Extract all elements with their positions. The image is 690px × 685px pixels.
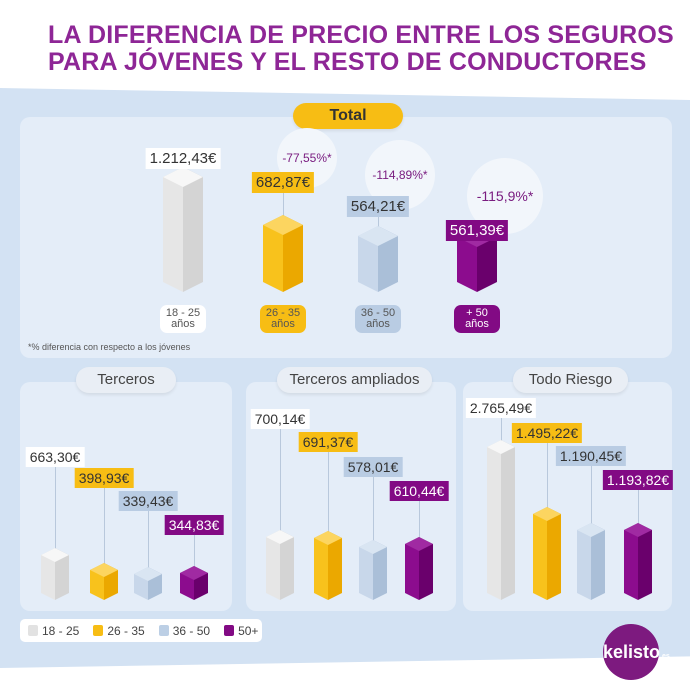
- bar-36-50: [359, 540, 387, 600]
- bar-36-50: [134, 567, 162, 600]
- value-label: 1.495,22€: [511, 423, 583, 443]
- bar-top: [405, 537, 433, 551]
- bar-18-25: [41, 548, 69, 600]
- bar-top: [487, 440, 515, 454]
- logo-suffix: .es: [660, 653, 670, 660]
- bar-18-25: [266, 530, 294, 600]
- leader-line: [547, 443, 548, 509]
- legend-swatch: [93, 625, 104, 636]
- leader-line: [501, 418, 502, 442]
- bar-36-50-a-os: [358, 226, 398, 292]
- legend-item-36-50: 36 - 50: [158, 623, 211, 638]
- value-label: 2.765,49€: [465, 398, 537, 418]
- leader-line: [638, 490, 639, 525]
- legend-item-26-35: 26 - 35: [93, 623, 145, 638]
- value-label: 1.193,82€: [602, 470, 674, 490]
- leader-line: [280, 429, 281, 532]
- bar-top: [163, 167, 203, 187]
- value-label: 564,21€: [346, 196, 410, 217]
- panel-total: [20, 117, 672, 358]
- leader-line: [104, 488, 105, 565]
- bar-50-: [624, 523, 652, 600]
- pill-total: Total: [293, 103, 403, 129]
- bar-18-25-a-os: [163, 167, 203, 292]
- bar-36-50: [577, 523, 605, 600]
- bar-top: [359, 540, 387, 554]
- footnote: *% diferencia con respecto a los jóvenes: [28, 342, 191, 352]
- age-label: 36 - 50 años: [355, 305, 401, 333]
- kelisto-logo: kelisto.es: [603, 624, 670, 680]
- bar-26-35: [90, 563, 118, 600]
- leader-line: [55, 467, 56, 550]
- leader-line: [419, 501, 420, 539]
- bar-top: [358, 226, 398, 246]
- value-label: 561,39€: [445, 220, 509, 241]
- bar-top: [266, 530, 294, 544]
- value-label: 1.212,43€: [145, 148, 221, 169]
- pill-terceros: Terceros: [76, 367, 176, 393]
- legend-label: 36 - 50: [172, 623, 211, 638]
- legend-swatch: [224, 625, 235, 636]
- bar-top: [624, 523, 652, 537]
- leader-line: [378, 216, 379, 228]
- title-line-1: LA DIFERENCIA DE PRECIO ENTRE LOS SEGURO…: [48, 21, 674, 49]
- value-label: 398,93€: [74, 468, 134, 488]
- value-label: 663,30€: [25, 447, 85, 467]
- logo-text: kelisto: [603, 642, 661, 662]
- leader-line: [328, 452, 329, 533]
- legend-item-18-25: 18 - 25: [28, 624, 79, 638]
- leader-line: [373, 477, 374, 542]
- pill-todo-riesgo: Todo Riesgo: [513, 367, 628, 393]
- bar-top: [134, 567, 162, 581]
- title-line-2: PARA JÓVENES Y EL RESTO DE CONDUCTORES: [48, 48, 647, 76]
- value-label: 691,37€: [298, 432, 358, 452]
- bar-26-35-a-os: [263, 215, 303, 292]
- leader-line: [283, 192, 284, 217]
- bar-50-: [405, 537, 433, 600]
- bar-top: [577, 523, 605, 537]
- leader-line: [591, 466, 592, 525]
- legend-label: 26 - 35: [107, 623, 145, 638]
- leader-line: [148, 511, 149, 569]
- age-label: 26 - 35 años: [260, 305, 306, 333]
- value-label: 344,83€: [164, 515, 224, 535]
- bar-18-25: [487, 440, 515, 600]
- bar-50-: [180, 566, 208, 600]
- bar-26-35: [314, 531, 342, 600]
- age-label: + 50 años: [454, 305, 500, 333]
- legend-swatch: [28, 625, 38, 636]
- age-label: 18 - 25 años: [160, 305, 206, 333]
- value-label: 610,44€: [389, 481, 449, 501]
- page-title: LA DIFERENCIA DE PRECIO ENTRE LOS SEGURO…: [48, 22, 674, 76]
- value-label: 682,87€: [251, 172, 315, 193]
- legend-item-50plus: 50+: [224, 624, 258, 638]
- pill-terceros-ampliados: Terceros ampliados: [277, 367, 432, 393]
- value-label: 700,14€: [250, 409, 310, 429]
- bar-top: [90, 563, 118, 577]
- bar-top: [41, 548, 69, 562]
- leader-line: [194, 535, 195, 568]
- bar-top: [533, 507, 561, 521]
- value-label: 339,43€: [118, 491, 178, 511]
- bar-top: [314, 531, 342, 545]
- value-label: 1.190,45€: [555, 446, 627, 466]
- legend-label: 18 - 25: [42, 623, 80, 638]
- legend-swatch: [158, 625, 169, 636]
- legend-label: 50+: [238, 623, 259, 638]
- legend: 18 - 25 26 - 35 36 - 50 50+: [20, 619, 262, 642]
- bar-top: [180, 566, 208, 580]
- bar-26-35: [533, 507, 561, 600]
- value-label: 578,01€: [343, 457, 403, 477]
- bar-top: [263, 215, 303, 235]
